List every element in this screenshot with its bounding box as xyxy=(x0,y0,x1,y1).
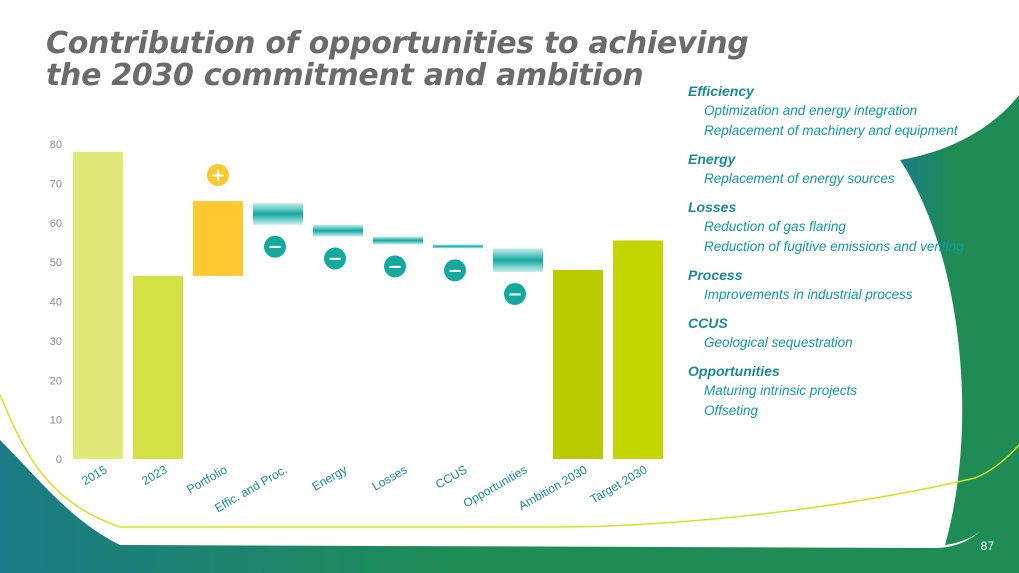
y-tick-label: 0 xyxy=(56,454,62,466)
x-tick-label: 2023 xyxy=(139,462,169,488)
legend-group: CCUS Geological sequestration xyxy=(688,314,1008,352)
legend-heading: Losses xyxy=(688,199,737,215)
legend-heading: Opportunities xyxy=(688,363,780,379)
legend-item: Optimization and energy integration xyxy=(704,103,918,118)
y-tick-label: 20 xyxy=(50,375,62,387)
bar-energy xyxy=(313,224,363,237)
x-tick-label: Losses xyxy=(370,462,410,493)
bar-ambition-2030 xyxy=(553,270,603,459)
x-tick-label: Ambition 2030 xyxy=(516,462,590,513)
x-tick-label: Portfolio xyxy=(184,462,229,496)
legend-heading: Process xyxy=(688,267,743,283)
badge-symbol: − xyxy=(507,284,522,305)
badge-symbol: + xyxy=(210,165,225,186)
legend-item: Replacement of energy sources xyxy=(704,171,895,186)
legend-group: Losses Reduction of gas flaring Reduction … xyxy=(688,198,1008,256)
bar-effic-and-proc xyxy=(253,203,303,225)
bar-losses xyxy=(373,236,423,245)
bar-target-2030 xyxy=(613,240,663,459)
minus-badge-icon xyxy=(504,282,526,305)
badge-symbol: − xyxy=(267,237,282,258)
y-tick-label: 60 xyxy=(50,218,62,230)
minus-badge-icon xyxy=(324,247,346,270)
x-tick-label: 2015 xyxy=(79,462,109,488)
badge-symbol: − xyxy=(327,249,342,270)
legend-item: Improvements in industrial process xyxy=(704,287,913,302)
minus-badge-icon xyxy=(264,235,286,258)
legend-item: Maturing intrinsic projects xyxy=(704,383,858,398)
legend-heading: Efficiency xyxy=(688,83,754,99)
legend-item: Reduction of gas flaring xyxy=(704,219,846,234)
y-tick-label: 70 xyxy=(50,178,62,190)
badge-symbol: − xyxy=(447,260,462,281)
legend-group: Efficiency Optimization and energy integr… xyxy=(688,82,1008,140)
legend-group: Energy Replacement of energy sources xyxy=(688,150,1008,188)
y-tick-label: 30 xyxy=(50,336,62,348)
y-tick-label: 80 xyxy=(50,139,62,151)
y-tick-label: 50 xyxy=(50,257,62,269)
legend: Efficiency Optimization and energy integr… xyxy=(688,82,1008,430)
bar-2015 xyxy=(73,151,123,459)
badge-symbol: − xyxy=(387,256,402,277)
background-curve-line xyxy=(0,394,1019,528)
legend-heading: CCUS xyxy=(688,315,728,331)
page-number: 87 xyxy=(980,539,994,553)
background-wave-top xyxy=(900,95,1019,545)
legend-item: Reduction of fugitive emissions and vent… xyxy=(704,239,964,254)
page-title: Contribution of opportunities to achievi… xyxy=(46,26,749,93)
minus-badge-icon xyxy=(444,259,466,282)
x-tick-label: Energy xyxy=(310,462,350,493)
bar-portfolio xyxy=(193,201,243,276)
x-tick-label: CCUS xyxy=(433,462,469,491)
plus-badge-icon xyxy=(207,164,229,187)
legend-group: Process Improvements in industrial proces… xyxy=(688,266,1008,304)
x-tick-label: Target 2030 xyxy=(588,462,650,506)
minus-badge-icon xyxy=(384,255,406,278)
y-tick-label: 10 xyxy=(50,415,62,427)
legend-item: Geological sequestration xyxy=(704,335,853,350)
legend-item: Replacement of machinery and equipment xyxy=(704,123,958,138)
background-wave xyxy=(0,440,1019,573)
y-tick-label: 40 xyxy=(50,297,62,309)
legend-group: Opportunities Maturing intrinsic projects… xyxy=(688,362,1008,420)
bar-opportunities xyxy=(493,248,543,272)
bar-2023 xyxy=(133,275,183,459)
bar-ccus xyxy=(433,244,483,249)
legend-item: Offseting xyxy=(704,403,759,418)
legend-heading: Energy xyxy=(688,151,736,167)
